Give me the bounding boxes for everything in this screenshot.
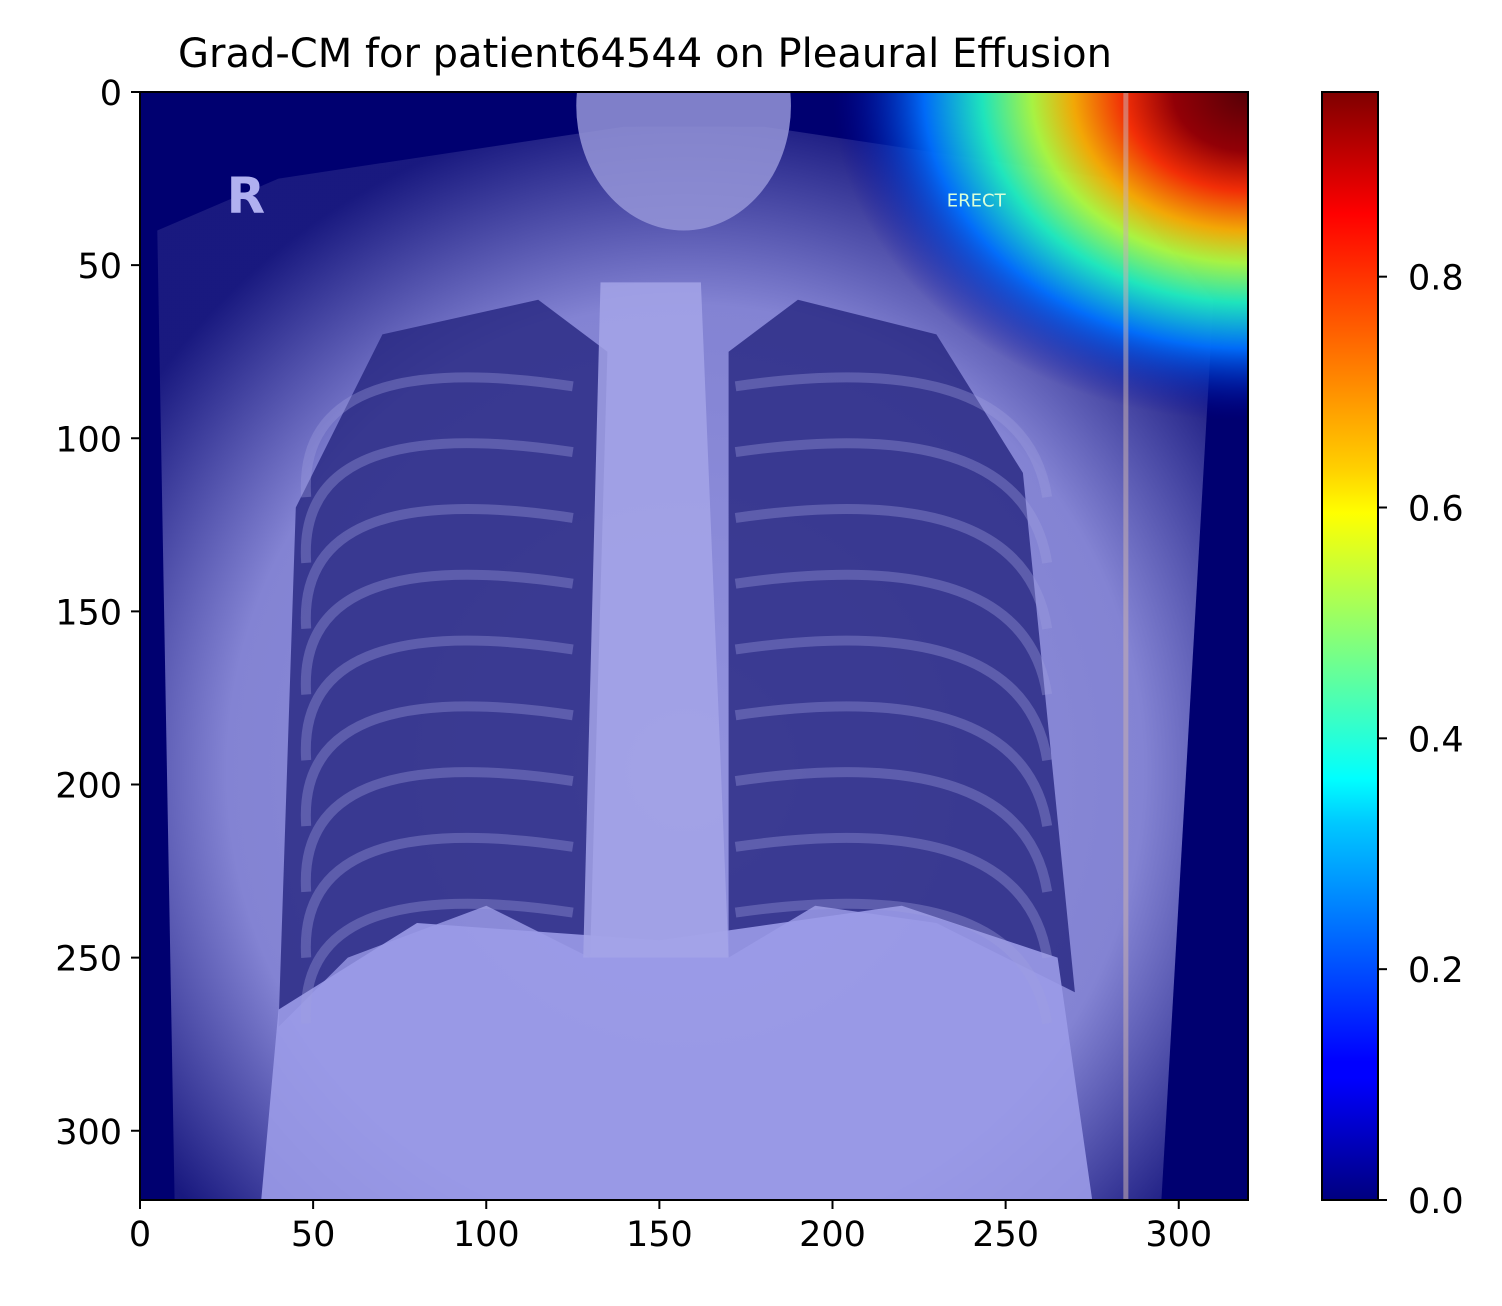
colorbar-tick-label: 0.2 bbox=[1408, 951, 1464, 991]
rib-left bbox=[300, 767, 574, 893]
colorbar-axis: 0.0 0.2 0.4 0.6 0.8 bbox=[1378, 259, 1464, 1222]
x-tick-label: 0 bbox=[129, 1215, 151, 1255]
xray-marker-erect: ERECT bbox=[947, 190, 1007, 211]
rib-left bbox=[300, 701, 574, 827]
x-tick-label: 300 bbox=[1145, 1215, 1212, 1255]
colorbar-tick-label: 0.0 bbox=[1408, 1182, 1464, 1222]
rib-left bbox=[300, 898, 574, 1024]
x-tick-label: 150 bbox=[626, 1215, 693, 1255]
colorbar-tick-label: 0.8 bbox=[1408, 259, 1464, 299]
x-axis: 0 50 100 150 200 250 300 bbox=[129, 1200, 1212, 1255]
rib-right bbox=[734, 438, 1053, 564]
chart-title: Grad-CM for patient64544 on Pleaural Eff… bbox=[178, 31, 1112, 77]
xray-ribs bbox=[300, 372, 1053, 1025]
colorbar-tick-label: 0.4 bbox=[1408, 720, 1464, 760]
xray-head bbox=[576, 92, 791, 231]
rib-left bbox=[300, 438, 574, 564]
rib-right bbox=[734, 504, 1053, 630]
y-tick-label: 200 bbox=[55, 767, 122, 807]
plot-frame bbox=[139, 91, 1249, 1201]
rib-right bbox=[734, 898, 1053, 1025]
rib-right bbox=[734, 635, 1053, 762]
xray-right-lung bbox=[278, 299, 608, 1027]
rib-left bbox=[300, 569, 574, 695]
rib-right bbox=[734, 701, 1053, 827]
x-tick-label: 50 bbox=[291, 1215, 336, 1255]
x-tick-label: 100 bbox=[453, 1215, 520, 1255]
rib-right bbox=[734, 569, 1053, 696]
xray-mediastinum bbox=[583, 282, 729, 958]
y-tick-label: 250 bbox=[55, 940, 122, 980]
y-tick-label: 100 bbox=[55, 420, 122, 460]
y-axis: 0 50 100 150 200 250 300 bbox=[55, 74, 140, 1153]
xray-vertical-tube bbox=[1123, 92, 1129, 1200]
xray-marker-r: R bbox=[227, 167, 266, 225]
rib-right bbox=[734, 833, 1053, 959]
rib-left bbox=[300, 372, 574, 498]
rib-left bbox=[300, 504, 574, 630]
y-tick-label: 150 bbox=[55, 593, 122, 633]
x-tick-label: 200 bbox=[799, 1215, 866, 1255]
rib-left bbox=[300, 635, 574, 761]
y-tick-label: 300 bbox=[55, 1113, 122, 1153]
rib-right bbox=[734, 767, 1053, 893]
x-tick-label: 250 bbox=[972, 1215, 1039, 1255]
colorbar bbox=[1321, 91, 1379, 1201]
rib-left bbox=[300, 832, 574, 958]
y-tick-label: 0 bbox=[100, 74, 122, 114]
xray-left-lung bbox=[728, 299, 1075, 993]
activation-hotspot bbox=[832, 92, 1248, 421]
xray-abdomen bbox=[261, 905, 1093, 1200]
y-tick-label: 50 bbox=[77, 247, 122, 287]
xray-heatmap-image: R ERECT bbox=[140, 92, 1248, 1200]
colorbar-tick-label: 0.6 bbox=[1408, 490, 1464, 530]
